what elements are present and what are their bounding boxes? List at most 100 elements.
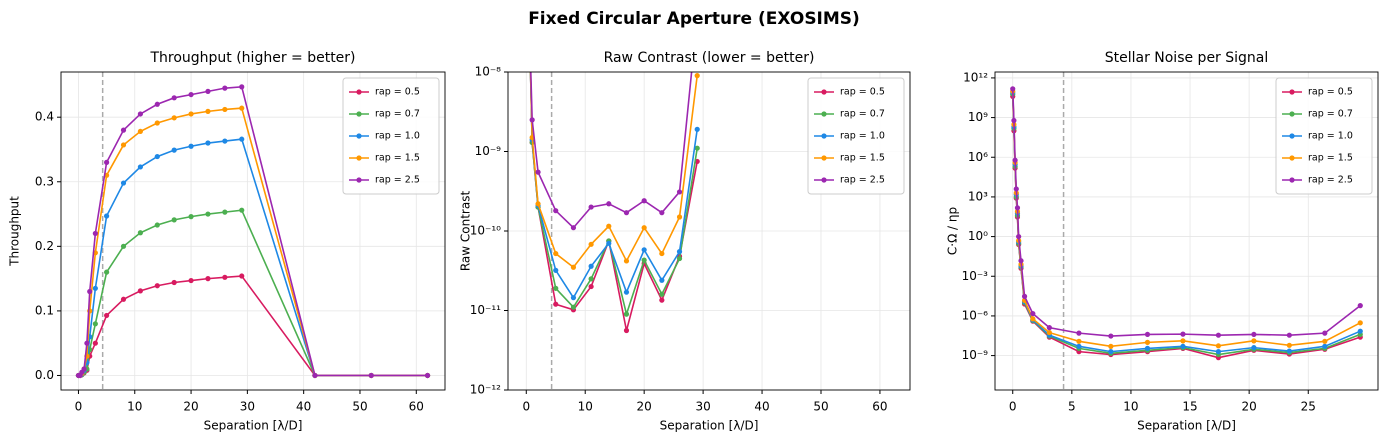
- data-point: [205, 140, 211, 146]
- data-point: [641, 198, 647, 204]
- data-point: [1144, 345, 1151, 351]
- data-point: [171, 115, 177, 121]
- data-point: [1108, 349, 1114, 355]
- legend-label: rap = 1.5: [375, 153, 420, 164]
- data-point: [92, 230, 98, 237]
- legend-label: rap = 1.0: [375, 131, 420, 142]
- y-tick-label: 10⁻¹²: [470, 383, 501, 397]
- data-point: [1251, 345, 1257, 351]
- legend-marker: [356, 111, 362, 117]
- legend-marker: [821, 155, 827, 161]
- data-point: [1013, 186, 1019, 192]
- data-point: [553, 267, 559, 273]
- data-point: [1322, 338, 1328, 344]
- data-point: [188, 91, 194, 98]
- y-tick-label: 10¹²: [963, 70, 988, 84]
- axes-frame: [994, 71, 1379, 391]
- legend-marker: [1289, 133, 1295, 139]
- y-tick-label: 10⁻³: [962, 269, 989, 283]
- plot-lines: [75, 84, 431, 379]
- legend-label: rap = 2.5: [1308, 175, 1353, 186]
- data-point: [1357, 303, 1363, 309]
- data-point: [1251, 338, 1257, 344]
- data-point: [154, 222, 160, 228]
- x-axis-label: Separation [λ/D]: [660, 419, 759, 433]
- data-point: [1215, 332, 1222, 338]
- legend-marker: [1289, 177, 1295, 183]
- data-point: [424, 372, 431, 379]
- data-point: [535, 169, 541, 175]
- data-point: [1357, 328, 1363, 334]
- data-point: [92, 285, 98, 291]
- data-point: [570, 225, 577, 231]
- legend-label: rap = 1.5: [1308, 153, 1353, 164]
- data-point: [120, 296, 127, 302]
- data-point: [1021, 293, 1028, 299]
- legend-label: rap = 2.5: [840, 175, 885, 186]
- legend-marker: [1289, 89, 1295, 95]
- data-point: [623, 311, 630, 317]
- data-point: [694, 73, 700, 79]
- data-point: [87, 288, 93, 295]
- x-tick-label: 0: [522, 400, 530, 414]
- y-axis-label: Raw Contrast: [459, 191, 473, 272]
- data-point: [588, 276, 594, 282]
- data-point: [588, 263, 594, 269]
- data-point: [623, 210, 630, 216]
- legend-label: rap = 0.5: [1308, 87, 1353, 98]
- axes-title: Throughput (higher = better): [149, 50, 355, 66]
- legend-marker: [821, 111, 827, 117]
- data-point: [1144, 339, 1151, 345]
- data-point: [222, 209, 228, 215]
- x-tick-label: 20: [1242, 400, 1257, 414]
- y-tick-label: 0.2: [35, 239, 54, 253]
- data-point: [641, 247, 647, 253]
- x-tick-label: 5: [1068, 400, 1076, 414]
- legend-marker: [821, 89, 827, 95]
- data-point: [588, 241, 594, 247]
- y-tick-label: 10³: [968, 189, 988, 203]
- data-point: [1286, 332, 1292, 338]
- y-tick-label: 0.3: [35, 174, 54, 188]
- data-point: [1180, 338, 1186, 344]
- series-line: [529, 72, 699, 269]
- data-point: [1014, 205, 1021, 211]
- data-point: [1251, 331, 1257, 338]
- data-point: [154, 101, 160, 107]
- data-point: [137, 164, 143, 170]
- x-tick-label: 10: [578, 400, 593, 414]
- data-point: [641, 225, 647, 231]
- data-point: [222, 138, 228, 144]
- data-point: [1046, 325, 1052, 331]
- legend-label: rap = 1.0: [840, 131, 885, 142]
- data-point: [120, 127, 127, 133]
- data-point: [154, 120, 160, 126]
- legend-label: rap = 0.7: [375, 109, 420, 120]
- y-tick-label: 0.0: [35, 368, 54, 382]
- data-point: [1144, 331, 1151, 338]
- data-point: [623, 289, 630, 295]
- legend-label: rap = 1.5: [840, 153, 885, 164]
- data-point: [659, 277, 665, 283]
- data-point: [137, 128, 143, 135]
- data-point: [1215, 349, 1222, 355]
- data-point: [120, 180, 127, 186]
- data-point: [222, 274, 228, 280]
- data-point: [694, 126, 700, 132]
- y-tick-label: 10⁶: [968, 150, 988, 164]
- legend-label: rap = 2.5: [375, 175, 420, 186]
- data-point: [1286, 348, 1292, 354]
- plot-lines: [1010, 86, 1363, 361]
- data-point: [188, 214, 194, 220]
- data-point: [1076, 330, 1082, 336]
- axes-frame: [507, 71, 911, 391]
- data-point: [676, 214, 683, 220]
- data-point: [188, 143, 194, 149]
- data-point: [120, 243, 127, 249]
- data-point: [205, 211, 211, 217]
- legend-marker: [356, 133, 362, 139]
- data-point: [205, 108, 211, 114]
- data-point: [588, 204, 594, 210]
- data-point: [553, 208, 559, 214]
- data-point: [239, 105, 245, 111]
